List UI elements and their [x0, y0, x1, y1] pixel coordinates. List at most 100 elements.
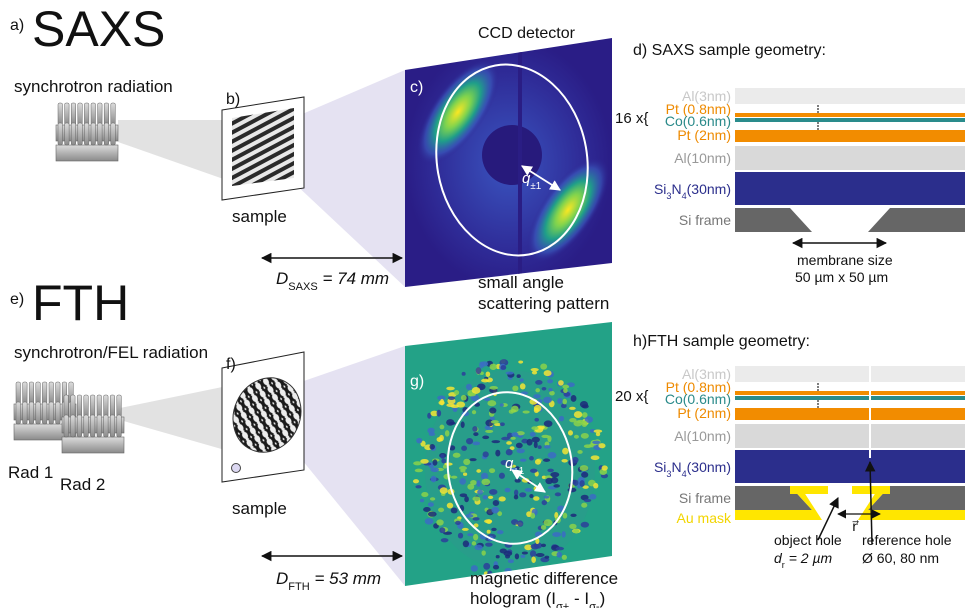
subscript: 3 [666, 191, 671, 201]
speckle [601, 465, 608, 471]
speckle [454, 389, 460, 396]
speckle [592, 440, 601, 445]
source-fin [90, 122, 96, 146]
source-fin [109, 414, 115, 438]
source-fin [96, 414, 102, 438]
speckle [465, 383, 472, 390]
speckle [540, 525, 547, 530]
speckle [507, 559, 514, 564]
source-base [55, 144, 119, 162]
speckle [535, 553, 545, 558]
panel-title: SAXS [32, 1, 165, 57]
source-fin [110, 122, 116, 146]
speckle [562, 447, 569, 455]
speckle [490, 420, 499, 424]
hole-label: object hole [774, 532, 842, 548]
speckle [570, 513, 577, 517]
source-fin [15, 401, 21, 425]
panel-label: g) [410, 373, 424, 390]
beam [118, 120, 232, 182]
speckle [558, 415, 565, 422]
layer-pt [735, 391, 965, 395]
layer-pt [735, 130, 965, 142]
speckle [563, 388, 568, 394]
subscript: σ- [589, 601, 600, 608]
ellipsis-dot [817, 383, 819, 385]
layer-co [735, 118, 965, 122]
speckle [487, 400, 497, 407]
speckle [427, 427, 435, 434]
speckle [436, 409, 442, 417]
source-fin [70, 122, 76, 146]
speckle [562, 398, 567, 405]
subscript: ±1 [513, 466, 524, 477]
speckle [543, 458, 551, 462]
speckle [572, 479, 579, 486]
layer-label: Pt (2nm) [677, 405, 731, 421]
speckle [554, 492, 562, 497]
sample-label: sample [232, 499, 287, 518]
speckle [506, 441, 512, 445]
speckle [573, 434, 579, 439]
speckle [505, 371, 514, 375]
speckle [472, 496, 481, 502]
speckle [510, 436, 516, 440]
hole-label: reference hole [862, 532, 952, 548]
repeat-label: 20 x{ [615, 388, 648, 405]
layer-label: Si frame [679, 212, 731, 228]
speckle [567, 382, 575, 388]
speckle [489, 363, 497, 370]
speckle [543, 495, 550, 499]
ellipsis-dot [817, 108, 819, 110]
speckle [533, 496, 540, 501]
au-mask [790, 486, 828, 494]
speckle [580, 521, 590, 528]
source-fin [116, 394, 122, 418]
source-fin [83, 394, 89, 418]
source-fin [70, 414, 76, 438]
panel-label: f) [226, 356, 236, 373]
ellipsis-dot [817, 125, 819, 127]
q-arrow [521, 165, 561, 191]
speckle [529, 494, 534, 499]
sample-domains [232, 108, 294, 186]
speckle [579, 465, 589, 472]
speckle [519, 383, 526, 390]
source-fin [110, 102, 116, 126]
pattern-label: small angle [478, 273, 564, 292]
speckle [583, 444, 592, 449]
speckle [467, 533, 474, 537]
speckle [598, 443, 606, 449]
source-fin [28, 401, 34, 425]
layer-label: Al(3nm) [682, 366, 731, 382]
speckle [521, 551, 529, 555]
subscript: FTH [288, 581, 309, 593]
speckle [543, 445, 551, 449]
si-frame [868, 486, 965, 510]
speckle [465, 514, 474, 518]
speckle [571, 456, 579, 464]
speckle [540, 363, 548, 370]
speckle [477, 489, 484, 495]
speckle [534, 459, 541, 465]
speckle [460, 469, 466, 473]
panel-label: a) [10, 17, 24, 34]
text-part: D [276, 269, 288, 288]
speckle [491, 440, 501, 444]
speckle [511, 432, 519, 437]
speckle [471, 410, 477, 415]
speckle [474, 544, 483, 551]
speckle [530, 512, 536, 519]
speckle [473, 523, 479, 528]
speckle [483, 562, 491, 570]
hologram-label: hologram (Iσ+ - Iσ-) [470, 589, 605, 608]
speckle [509, 446, 515, 451]
text-part: q [522, 170, 531, 187]
hole-size: dr = 2 µm [774, 550, 833, 570]
layer-pt [735, 113, 965, 117]
sample-label: sample [232, 207, 287, 226]
speckle [522, 410, 530, 414]
layer-al-cap [735, 366, 965, 382]
source-fin [35, 381, 41, 405]
